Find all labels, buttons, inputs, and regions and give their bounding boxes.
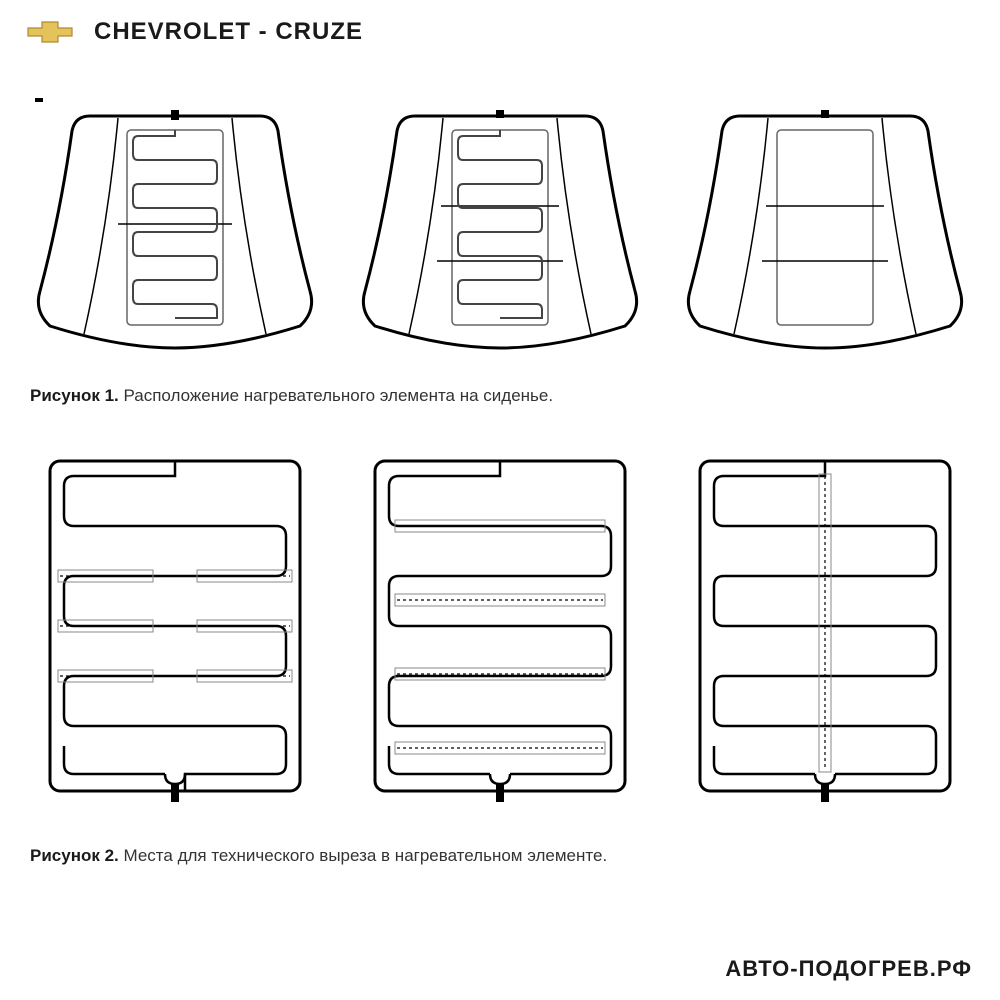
figure-2-prefix: Рисунок 2. bbox=[30, 846, 119, 865]
seat-diagram-1 bbox=[30, 96, 320, 356]
figure-1-prefix: Рисунок 1. bbox=[30, 386, 119, 405]
page-title: Chevrolet - Cruze bbox=[94, 18, 363, 46]
footer-site: авто-подогрев.рф bbox=[725, 956, 972, 982]
figure-1-caption: Рисунок 1. Расположение нагревательного … bbox=[0, 376, 1000, 426]
figure-2-text: Места для технического выреза в нагреват… bbox=[119, 846, 607, 865]
header: Chevrolet - Cruze bbox=[0, 0, 1000, 56]
chevy-logo-icon bbox=[20, 20, 80, 44]
figure-1-row bbox=[0, 56, 1000, 376]
seat-diagram-2 bbox=[355, 96, 645, 356]
seat-diagram-3 bbox=[680, 96, 970, 356]
figure-2-row bbox=[0, 426, 1000, 836]
pad-diagram-2 bbox=[355, 446, 645, 816]
pad-diagram-1 bbox=[30, 446, 320, 816]
figure-1-text: Расположение нагревательного элемента на… bbox=[119, 386, 553, 405]
figure-2-caption: Рисунок 2. Места для технического выреза… bbox=[0, 836, 1000, 886]
pad-diagram-3 bbox=[680, 446, 970, 816]
